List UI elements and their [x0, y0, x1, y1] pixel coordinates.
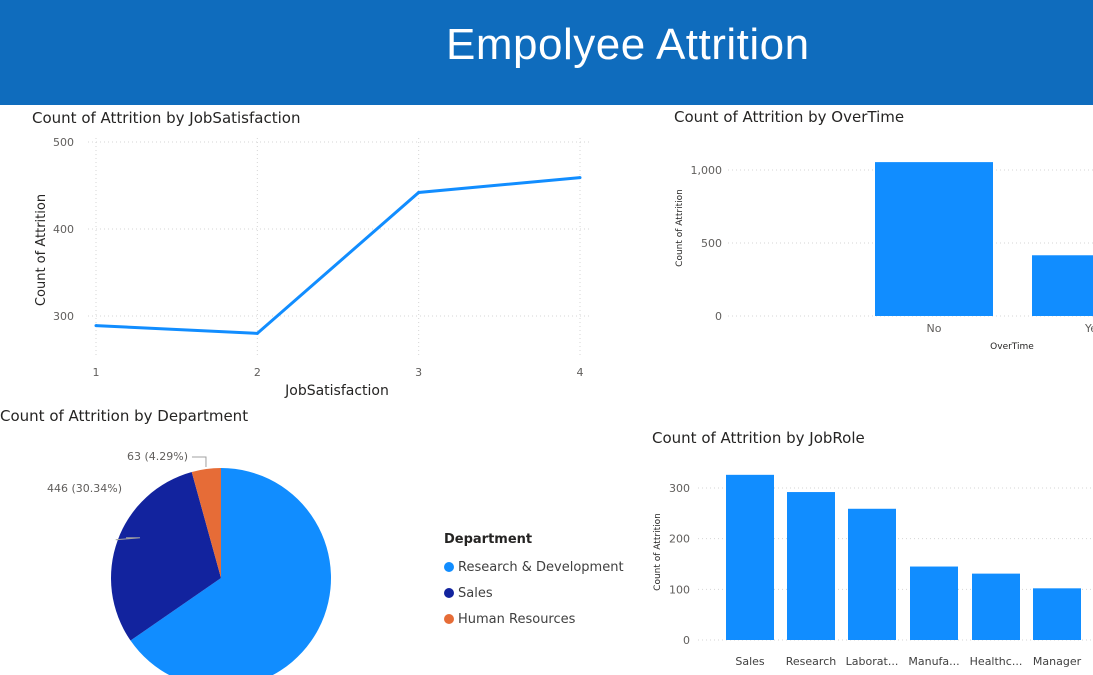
- legend-item-rd[interactable]: Research & Development: [444, 554, 624, 580]
- bar-jobrole: [787, 492, 835, 640]
- x-tick-label: Laborat...: [846, 655, 899, 668]
- x-tick-label: 1: [93, 366, 100, 379]
- y-tick-label: 300: [669, 482, 690, 495]
- data-point: [255, 331, 259, 335]
- label-leader: [115, 537, 141, 541]
- department-pie-chart[interactable]: 446 (30.34%) 63 (4.29%): [0, 430, 420, 675]
- x-tick-label: 2: [254, 366, 261, 379]
- data-label-sales: 446 (30.34%): [47, 482, 122, 495]
- y-axis-title: Count of Attrition: [34, 194, 49, 306]
- legend-item-sales[interactable]: Sales: [444, 580, 624, 606]
- bar-jobrole: [848, 508, 896, 640]
- y-tick-label: 100: [669, 583, 690, 596]
- legend-label-sales: Sales: [458, 585, 493, 601]
- pie-chart-title: Count of Attrition by Department: [0, 407, 249, 425]
- x-tick-label: Research: [786, 655, 836, 668]
- x-axis-title: JobSatisfaction: [284, 383, 389, 399]
- y-tick-label: 500: [701, 237, 722, 250]
- y-tick-label: 500: [53, 136, 74, 149]
- line-chart-title: Count of Attrition by JobSatisfaction: [32, 109, 301, 127]
- x-tick-label: Manufa...: [908, 655, 959, 668]
- pie-slice-rd: [130, 468, 331, 675]
- y-tick-label: 1,000: [691, 164, 723, 177]
- legend-item-hr[interactable]: Human Resources: [444, 606, 624, 632]
- legend-swatch-hr: [444, 614, 454, 624]
- pie-slice-hr: [191, 468, 221, 578]
- x-tick-label: Healthc...: [970, 655, 1023, 668]
- legend-label-hr: Human Resources: [458, 611, 576, 627]
- x-tick-label: Ye: [1084, 322, 1093, 335]
- series-line: [95, 176, 581, 335]
- line-chart[interactable]: 300 400 500 1 2 3 4 JobSatisfaction Count of Att…: [0, 128, 640, 404]
- bar-ye: [1032, 255, 1093, 316]
- y-tick-label: 0: [683, 634, 690, 647]
- y-tick-label: 0: [715, 310, 722, 323]
- data-label-hr: 63 (4.29%): [127, 450, 188, 463]
- x-axis-title: OverTime: [990, 342, 1034, 352]
- y-tick-label: 200: [669, 533, 690, 546]
- bar-jobrole: [1033, 588, 1081, 640]
- y-tick-label: 300: [53, 310, 74, 323]
- bar-jobrole: [726, 474, 774, 640]
- y-axis-title: Count of Attrition: [675, 189, 685, 267]
- pie-slice-sales: [110, 471, 221, 641]
- bar-jobrole: [972, 573, 1020, 640]
- dashboard-title: Empolyee Attrition: [446, 20, 810, 69]
- overtime-bar-chart[interactable]: 0 500 1,000 No Ye OverTime Count of Attrition: [668, 128, 1093, 358]
- y-tick-label: 400: [53, 223, 74, 236]
- x-tick-label: 3: [415, 366, 422, 379]
- label-leader: [191, 456, 207, 468]
- bar-no: [875, 162, 993, 316]
- x-tick-label: Sales: [735, 655, 765, 668]
- data-point: [578, 176, 582, 180]
- legend-swatch-sales: [444, 588, 454, 598]
- data-point: [94, 324, 98, 328]
- legend-label-rd: Research & Development: [458, 559, 624, 575]
- y-axis-title: Count of Attrition: [653, 513, 663, 591]
- overtime-chart-title: Count of Attrition by OverTime: [674, 108, 905, 126]
- pie-legend: Department Research & Development Sales …: [444, 532, 624, 632]
- legend-title: Department: [444, 532, 533, 547]
- x-tick-label: Manager: [1033, 655, 1082, 668]
- jobrole-chart-title: Count of Attrition by JobRole: [652, 429, 865, 447]
- legend-swatch-rd: [444, 562, 454, 572]
- jobrole-bar-chart[interactable]: 0 100 200 300 Sales Research Laborat... Manufa.…: [640, 455, 1093, 675]
- data-point: [417, 190, 421, 194]
- title-banner: Empolyee Attrition: [0, 0, 1093, 105]
- x-tick-label: No: [927, 322, 942, 335]
- x-tick-label: 4: [577, 366, 584, 379]
- bar-jobrole: [910, 566, 958, 640]
